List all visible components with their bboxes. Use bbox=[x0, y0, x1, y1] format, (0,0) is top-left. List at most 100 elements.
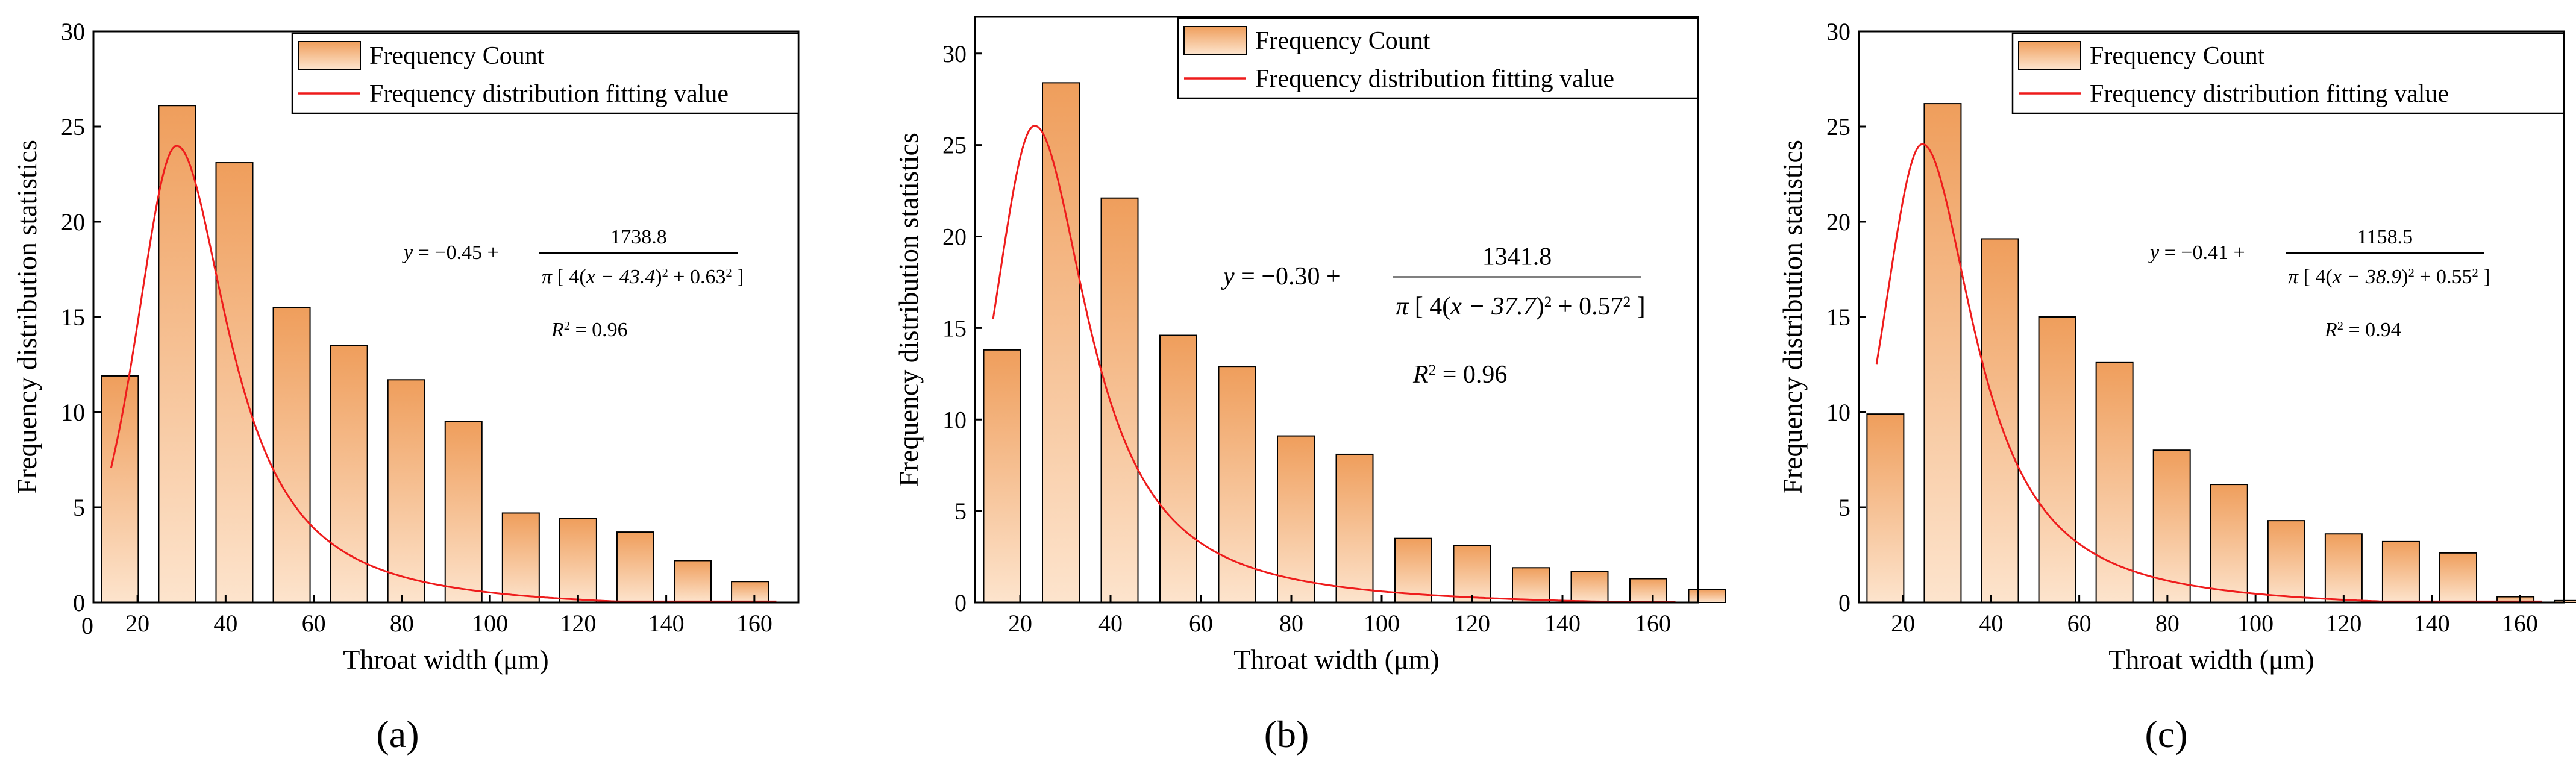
bar bbox=[444, 421, 483, 603]
bar bbox=[674, 560, 712, 603]
equation-denominator: π [ 4(x − 38.9)2 + 0.552 ] bbox=[2288, 266, 2490, 288]
bar bbox=[1688, 589, 1726, 603]
bar bbox=[2095, 361, 2134, 604]
bar bbox=[2267, 520, 2305, 603]
x-axis-label: Throat width (μm) bbox=[2108, 644, 2314, 675]
bar bbox=[731, 581, 769, 603]
fit-equation: y = −0.45 + 1738.8 π [ 4(x − 43.4)2 + 0.6… bbox=[402, 226, 744, 341]
equation-denominator: π [ 4(x − 37.7)2 + 0.572 ] bbox=[1396, 293, 1645, 321]
x-tick-label: 120 bbox=[1454, 610, 1490, 637]
bar bbox=[616, 531, 654, 604]
legend-box bbox=[291, 32, 800, 114]
equation-numerator: 1158.5 bbox=[2357, 226, 2413, 248]
y-tick-label: 5 bbox=[954, 498, 967, 525]
bar bbox=[2210, 484, 2248, 604]
fit-curve bbox=[992, 125, 1676, 602]
x-tick-label: 60 bbox=[302, 610, 326, 637]
equation-lhs: y = −0.30 + bbox=[1221, 263, 1341, 290]
y-tick-label: 0 bbox=[1838, 589, 1851, 616]
legend-bar-swatch bbox=[2018, 41, 2081, 70]
r-squared: R2 = 0.94 bbox=[2324, 319, 2401, 341]
y-tick-label: 20 bbox=[1826, 208, 1851, 236]
bar bbox=[330, 345, 368, 604]
legend-line-label: Frequency distribution fitting value bbox=[2090, 80, 2449, 108]
legend-box bbox=[2011, 32, 2565, 114]
y-tick-label: 15 bbox=[942, 314, 967, 342]
x-tick-label: 40 bbox=[213, 610, 237, 637]
panel-label: (c) bbox=[2145, 713, 2187, 756]
bar bbox=[272, 307, 311, 603]
x-tick-label: 120 bbox=[2325, 610, 2361, 637]
x-tick-label: 20 bbox=[1008, 610, 1032, 637]
bar bbox=[1335, 453, 1374, 604]
equation-lhs: y = −0.45 + bbox=[402, 242, 499, 264]
bar bbox=[1394, 537, 1432, 603]
bar bbox=[1100, 197, 1139, 603]
x-tick-label: 140 bbox=[1544, 610, 1581, 637]
fit-equation: y = −0.41 + 1158.5 π [ 4(x − 38.9)2 + 0.5… bbox=[2148, 226, 2490, 341]
chart-panel-1: 0 5 10 15 20 25 30 20 40 60 80 100 120 140 160 0 Throat … bbox=[11, 18, 800, 756]
x-axis-label: Throat width (μm) bbox=[1233, 644, 1439, 675]
bar bbox=[2381, 540, 2420, 604]
x-tick-label: 100 bbox=[472, 610, 508, 637]
legend-bar-label: Frequency Count bbox=[1255, 27, 1431, 55]
y-axis-label: Frequency distribution statistics bbox=[1777, 140, 1808, 494]
legend-bar-label: Frequency Count bbox=[2090, 42, 2265, 70]
bar bbox=[215, 162, 254, 604]
x-tick-label: 160 bbox=[736, 610, 772, 637]
y-tick-label: 20 bbox=[942, 224, 967, 251]
bar bbox=[2152, 449, 2191, 604]
y-tick-label: 25 bbox=[942, 132, 967, 159]
bar bbox=[1277, 435, 1315, 604]
y-tick-label: 10 bbox=[61, 399, 85, 426]
x-axis-label: Throat width (μm) bbox=[343, 644, 548, 675]
x-tick-label: 140 bbox=[2414, 610, 2450, 637]
x-tick-label: 100 bbox=[2237, 610, 2274, 637]
x-tick-label: 40 bbox=[1098, 610, 1123, 637]
fit-equation: y = −0.30 + 1341.8 π [ 4(x − 37.7)2 + 0.5… bbox=[1221, 243, 1646, 389]
r-squared: R2 = 0.96 bbox=[551, 319, 628, 341]
y-tick-label: 0 bbox=[954, 589, 967, 616]
x-tick-label: 20 bbox=[1891, 610, 1915, 637]
x-tick-label: 100 bbox=[1364, 610, 1400, 637]
bar bbox=[501, 512, 540, 603]
y-tick-label: 15 bbox=[61, 304, 85, 331]
x-tick-label: 20 bbox=[125, 610, 149, 637]
y-tick-label: 25 bbox=[61, 113, 85, 140]
equation-lhs: y = −0.41 + bbox=[2148, 242, 2245, 264]
y-tick-label: 0 bbox=[73, 589, 85, 616]
bar bbox=[1629, 578, 1667, 604]
bar bbox=[983, 349, 1021, 603]
equation-numerator: 1738.8 bbox=[610, 226, 667, 248]
x-tick-label: 60 bbox=[1189, 610, 1213, 637]
legend-bar-swatch bbox=[1183, 26, 1247, 55]
bar bbox=[1570, 571, 1609, 603]
y-tick-label: 30 bbox=[61, 18, 85, 45]
bar bbox=[2439, 552, 2477, 604]
x-tick-label: 80 bbox=[2155, 610, 2180, 637]
panel-label: (a) bbox=[376, 713, 419, 756]
x-tick-label: 60 bbox=[2067, 610, 2092, 637]
bar bbox=[2554, 599, 2576, 604]
equation-numerator: 1341.8 bbox=[1482, 243, 1552, 271]
legend-line-label: Frequency distribution fitting value bbox=[369, 80, 729, 108]
y-tick-label: 15 bbox=[1826, 304, 1851, 331]
origin-label: 0 bbox=[81, 612, 93, 639]
bar bbox=[559, 518, 597, 604]
legend-bar-label: Frequency Count bbox=[369, 42, 545, 70]
y-tick-label: 30 bbox=[942, 40, 967, 67]
y-tick-label: 25 bbox=[1826, 113, 1851, 140]
bar bbox=[2038, 316, 2076, 603]
y-axis-label: Frequency distribution statistics bbox=[11, 140, 42, 494]
bar bbox=[2324, 533, 2363, 603]
bar bbox=[101, 375, 139, 604]
x-tick-label: 160 bbox=[2502, 610, 2538, 637]
legend: Frequency Count Frequency distribution fi… bbox=[1177, 17, 1699, 99]
r-squared: R2 = 0.96 bbox=[1412, 361, 1507, 389]
y-tick-label: 5 bbox=[1838, 494, 1851, 521]
y-tick-label: 5 bbox=[73, 494, 85, 521]
y-tick-label: 10 bbox=[942, 406, 967, 433]
bar bbox=[387, 379, 425, 604]
legend-box bbox=[1177, 17, 1699, 99]
